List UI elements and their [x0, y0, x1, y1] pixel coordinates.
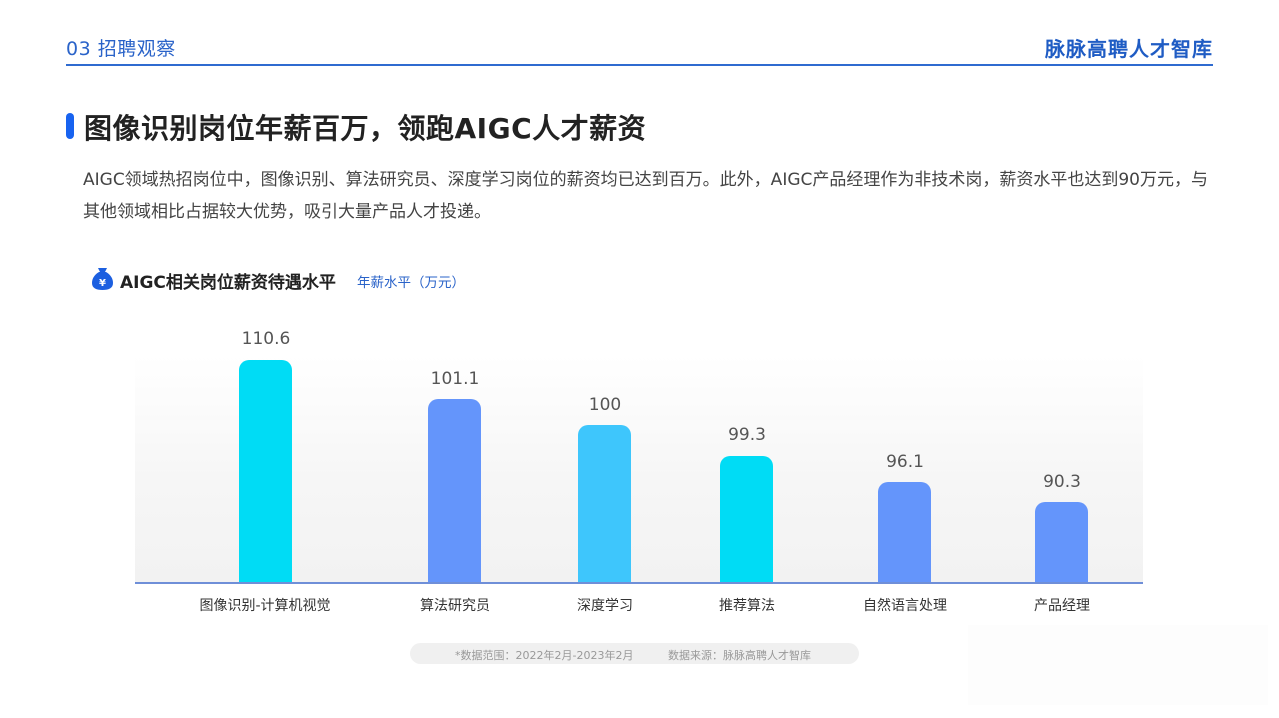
bar-recommendation-algorithm	[720, 456, 773, 583]
section-label: 03 招聘观察	[66, 38, 176, 60]
data-source-note: 数据来源：脉脉高聘人才智库	[668, 649, 811, 662]
page-title: 图像识别岗位年薪百万，领跑AIGC人才薪资	[84, 112, 647, 145]
svg-text:¥: ¥	[99, 278, 106, 289]
x-axis-label: 深度学习	[577, 598, 633, 614]
chart-plot-area	[135, 355, 1143, 583]
x-axis-label: 算法研究员	[420, 598, 490, 614]
x-axis-label: 产品经理	[1034, 598, 1090, 614]
summary-paragraph: AIGC领域热招岗位中，图像识别、算法研究员、深度学习岗位的薪资均已达到百万。此…	[83, 170, 1209, 222]
data-range-note: *数据范围：2022年2月-2023年2月	[455, 649, 634, 662]
money-bag-icon: ¥	[92, 268, 113, 290]
watermark-area	[968, 625, 1268, 705]
x-axis-line	[135, 582, 1143, 584]
header-divider	[66, 64, 1213, 66]
bar-algorithm-researcher	[428, 399, 481, 583]
bar-value-label: 96.1	[886, 452, 924, 472]
chart-title: AIGC相关岗位薪资待遇水平	[120, 273, 336, 293]
bar-value-label: 99.3	[728, 425, 766, 445]
bar-value-label: 101.1	[430, 369, 480, 389]
brand-label: 脉脉高聘人才智库	[1045, 37, 1213, 61]
bar-deep-learning	[578, 425, 631, 583]
bar-image-recognition	[239, 360, 292, 583]
x-axis-label: 自然语言处理	[863, 598, 947, 614]
bar-nlp	[878, 482, 931, 583]
chart-unit-label: 年薪水平（万元）	[357, 275, 465, 291]
bar-value-label: 90.3	[1043, 472, 1081, 492]
bar-value-label: 100	[588, 395, 622, 415]
bar-product-manager	[1035, 502, 1088, 583]
x-axis-label: 图像识别-计算机视觉	[199, 598, 331, 614]
title-accent-bar	[66, 113, 74, 139]
bar-value-label: 110.6	[241, 329, 291, 349]
x-axis-label: 推荐算法	[719, 598, 775, 614]
footer-pill	[410, 643, 859, 664]
